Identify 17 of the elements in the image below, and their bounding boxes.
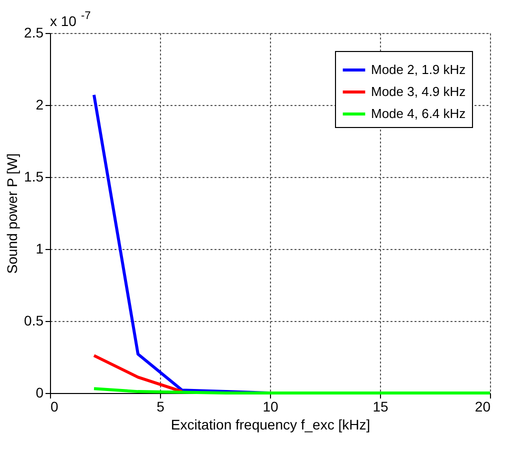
y-tick-label: 2.5 xyxy=(24,24,44,40)
x-tick-label: 20 xyxy=(474,398,491,414)
text: x 10-7 xyxy=(50,10,91,29)
y-axis-title: Sound power P [W] xyxy=(4,153,20,274)
x-tick-label: 0 xyxy=(50,398,58,414)
x-tick-label: 5 xyxy=(156,398,165,414)
y-tick-label: 2 xyxy=(36,96,44,112)
x-tick-label: 15 xyxy=(372,398,388,414)
x-axis-title: Excitation frequency f_exc [kHz] xyxy=(170,416,370,432)
legend-label: Mode 2, 1.9 kHz xyxy=(371,62,466,77)
legend-label: Mode 3, 4.9 kHz xyxy=(371,84,466,99)
y-tick-label: 1 xyxy=(36,240,44,256)
y-tick-label: 1.5 xyxy=(24,168,44,184)
legend-label: Mode 4, 6.4 kHz xyxy=(371,106,466,121)
x-tick-label: 10 xyxy=(262,398,278,414)
y-tick-label: 0 xyxy=(36,384,44,400)
y-tick-label: 0.5 xyxy=(24,312,44,328)
